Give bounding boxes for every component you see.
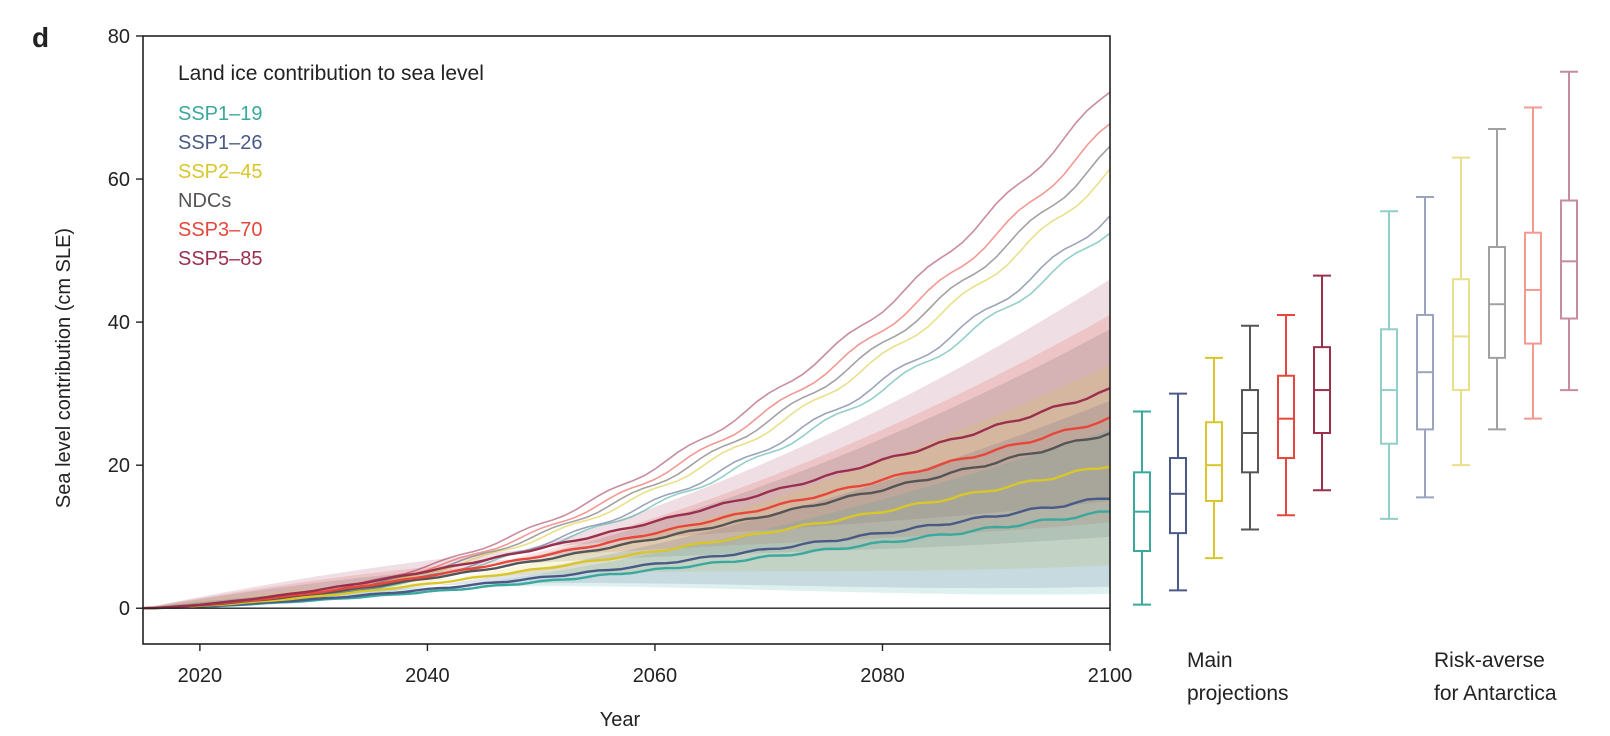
- panel-label: d: [32, 22, 49, 53]
- y-tick-label-60: 60: [108, 169, 130, 191]
- box-1-ssp3-70: [1524, 106, 1542, 420]
- legend-ndcs: NDCs: [178, 190, 231, 212]
- median-lines: [142, 387, 1111, 610]
- box-1-ndcs: [1488, 127, 1506, 431]
- legend-ssp1-26: SSP1–26: [178, 132, 263, 154]
- box-0-ndcs: [1241, 324, 1259, 531]
- box-0-ssp1-26-iqr: [1169, 457, 1187, 535]
- x-tick-label-2040: 2040: [405, 665, 450, 687]
- box-0-ssp5-85: [1313, 274, 1331, 492]
- boxplot-group-label-line1-1: Risk-averse: [1434, 649, 1545, 672]
- y-tick-label-20: 20: [108, 455, 130, 477]
- median-line-ssp3-70: [142, 416, 1111, 610]
- median-line-ssp5-85: [142, 387, 1111, 610]
- box-1-ssp1-19: [1380, 210, 1398, 520]
- band-ssp5-85: [143, 279, 1110, 609]
- y-axis-label: Sea level contribution (cm SLE): [53, 228, 75, 508]
- boxplot-group-0: Main projections: [1133, 274, 1331, 705]
- median-line-ssp2-45: [142, 465, 1111, 610]
- chart-title: Land ice contribution to sea level: [178, 62, 484, 85]
- plot-frame: [142, 35, 1111, 645]
- box-0-ssp2-45: [1205, 356, 1223, 560]
- median-line-ssp1-26: [142, 497, 1111, 610]
- x-axis-label: Year: [600, 709, 641, 731]
- boxplots: Main projections Risk-averse for Antarctica: [1133, 70, 1578, 705]
- boxplot-group-label-line2-0: projections: [1187, 682, 1289, 705]
- box-0-ssp3-70-iqr: [1277, 374, 1295, 460]
- box-0-ssp1-19: [1133, 410, 1151, 606]
- legend: SSP1–19 SSP1–26 SSP2–45 NDCs SSP3–70 SSP5–85: [178, 103, 263, 270]
- y-tick-label-0: 0: [119, 598, 130, 620]
- box-0-ssp3-70: [1277, 313, 1295, 517]
- boxplot-group-label-line1-0: Main: [1187, 649, 1233, 672]
- box-1-ssp3-70-iqr: [1524, 231, 1542, 345]
- boxplot-group-1: Risk-averse for Antarctica: [1380, 70, 1578, 705]
- y-tick-label-80: 80: [108, 26, 130, 48]
- x-tick-label-2020: 2020: [178, 665, 223, 687]
- boxplot-group-label-line2-1: for Antarctica: [1434, 682, 1557, 705]
- x-tick-label-2100: 2100: [1088, 665, 1133, 687]
- x-tick-label-2060: 2060: [633, 665, 678, 687]
- box-1-ndcs-iqr: [1488, 246, 1506, 359]
- box-0-ndcs-iqr: [1241, 389, 1259, 474]
- box-0-ssp2-45-iqr: [1205, 421, 1223, 502]
- band-ssp1-26: [143, 400, 1110, 609]
- box-1-ssp1-19-iqr: [1380, 328, 1398, 445]
- box-1-ssp1-26: [1416, 195, 1434, 499]
- band-ssp2-45: [143, 365, 1110, 609]
- x-tick-label-2080: 2080: [860, 665, 905, 687]
- legend-ssp2-45: SSP2–45: [178, 161, 263, 183]
- box-0-ssp1-26: [1169, 392, 1187, 592]
- box-1-ssp2-45: [1452, 156, 1470, 467]
- band-ssp1-19: [143, 429, 1110, 609]
- legend-ssp1-19: SSP1–19: [178, 103, 263, 125]
- box-1-ssp5-85: [1560, 70, 1578, 392]
- legend-ssp3-70: SSP3–70: [178, 219, 263, 241]
- y-tick-label-40: 40: [108, 312, 130, 334]
- uncertainty-bands: [143, 279, 1110, 609]
- band-ndcs: [143, 329, 1110, 609]
- box-1-ssp5-85-iqr: [1560, 199, 1578, 320]
- box-1-ssp2-45-iqr: [1452, 278, 1470, 392]
- legend-ssp5-85: SSP5–85: [178, 248, 263, 270]
- median-line-ssp1-19: [142, 510, 1110, 610]
